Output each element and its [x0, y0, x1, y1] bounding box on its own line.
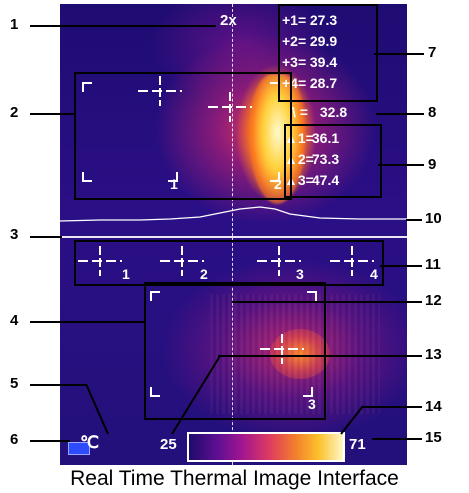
leader-line — [378, 164, 424, 166]
callout-13: 13 — [425, 346, 442, 363]
annotation-box-area-readings — [284, 124, 382, 198]
point-reading-symbol: +4= — [282, 75, 307, 91]
leader-line — [232, 301, 422, 303]
area-corner — [168, 172, 178, 182]
measurement-area-3[interactable]: 3 — [146, 287, 321, 415]
leader-line — [406, 219, 422, 221]
callout-1: 1 — [10, 16, 19, 33]
callout-6: 6 — [10, 431, 19, 448]
horizontal-profile-line[interactable] — [60, 236, 407, 238]
texture-overlay — [210, 294, 380, 414]
point-readings-panel: +1= 27.3 +2= 29.9 +3= 39.4 +4= 28.7 — [282, 10, 337, 94]
leader-line — [30, 25, 216, 27]
callout-4: 4 — [10, 312, 19, 329]
point-reading-symbol: +2= — [282, 33, 307, 49]
area-corner — [82, 82, 92, 92]
point-reading-value: 28.7 — [309, 75, 338, 91]
vertical-profile-line — [232, 4, 233, 465]
leader-line — [85, 383, 109, 435]
line-reading: \ = 32.8 — [292, 102, 347, 123]
leader-line — [30, 113, 74, 115]
callout-14: 14 — [425, 398, 442, 415]
point-reading-symbol: +1= — [282, 12, 307, 28]
figure-caption: Real Time Thermal Image Interface — [70, 467, 399, 490]
point-reading-symbol: +3= — [282, 54, 307, 70]
point-reading-2: +2= 29.9 — [282, 31, 337, 52]
area-reading-value: 47.4 — [311, 172, 340, 188]
leader-line — [30, 440, 70, 442]
callout-15: 15 — [425, 429, 442, 446]
scale-min-value: 25 — [160, 436, 177, 453]
area-corner — [82, 172, 92, 182]
leader-line — [30, 384, 86, 386]
area-corner — [307, 291, 317, 301]
leader-line — [171, 355, 221, 435]
point-reading-value: 27.3 — [309, 12, 338, 28]
annotation-box-area-3 — [144, 282, 326, 420]
scale-max-value: 71 — [349, 436, 366, 453]
area-label-3: 3 — [308, 396, 316, 412]
temperature-profile-curve — [60, 206, 407, 222]
area-corner — [303, 387, 313, 397]
annotation-box-area-1-2 — [74, 72, 292, 200]
leader-line — [340, 405, 364, 435]
line-marker-4[interactable] — [330, 246, 374, 276]
area-corner — [150, 387, 160, 397]
crosshair-point-2[interactable] — [208, 92, 252, 122]
hotspot-region-bottom — [270, 329, 330, 379]
callout-2: 2 — [10, 104, 19, 121]
crosshair-point-1[interactable] — [138, 76, 182, 106]
leader-line — [30, 321, 144, 323]
line-marker-label-2: 2 — [200, 266, 208, 282]
temperature-unit[interactable]: ℃ — [80, 433, 100, 452]
line-marker-1[interactable] — [78, 246, 122, 276]
leader-line — [30, 236, 62, 238]
line-reading-value: 32.8 — [319, 104, 348, 120]
callout-11: 11 — [425, 256, 441, 273]
point-reading-value: 29.9 — [309, 33, 338, 49]
color-indicator-swatch — [68, 442, 90, 455]
area-reading-value: 36.1 — [311, 130, 340, 146]
area-corner — [270, 172, 280, 182]
annotation-box-line-markers — [74, 240, 384, 286]
point-reading-3: +3= 39.4 — [282, 52, 337, 73]
line-marker-label-4: 4 — [370, 266, 378, 282]
temperature-color-scale — [187, 432, 345, 462]
area-label-2: 2 — [274, 176, 282, 192]
area-reading-value: 73.3 — [311, 151, 340, 167]
area-corner — [150, 291, 160, 301]
line-marker-label-3: 3 — [296, 266, 304, 282]
hotspot-region-top — [250, 74, 305, 204]
callout-10: 10 — [425, 210, 442, 227]
point-reading-1: +1= 27.3 — [282, 10, 337, 31]
line-reading-symbol: \ = — [292, 104, 308, 120]
callout-12: 12 — [425, 292, 442, 309]
annotation-box-point-readings — [278, 4, 378, 102]
leader-line — [362, 406, 422, 408]
leader-line — [218, 355, 422, 357]
line-marker-label-1: 1 — [122, 266, 130, 282]
leader-line — [380, 265, 422, 267]
point-reading-value: 39.4 — [309, 54, 338, 70]
line-marker-2[interactable] — [160, 246, 204, 276]
point-reading-4: +4= 28.7 — [282, 73, 337, 94]
leader-line — [374, 53, 424, 55]
leader-line — [376, 113, 424, 115]
crosshair-point-3[interactable] — [260, 334, 304, 364]
thermal-image-view[interactable]: 2x 1 2 1 2 3 4 3 +1= 27.3 +2= 29.9 +3= 3… — [60, 4, 407, 465]
zoom-level: 2x — [220, 12, 237, 29]
callout-7: 7 — [428, 44, 437, 61]
leader-line — [372, 438, 422, 440]
line-marker-3[interactable] — [257, 246, 301, 276]
callout-5: 5 — [10, 375, 19, 392]
callout-9: 9 — [428, 156, 437, 173]
callout-8: 8 — [428, 104, 437, 121]
area-label-1: 1 — [170, 176, 178, 192]
callout-3: 3 — [10, 226, 19, 243]
